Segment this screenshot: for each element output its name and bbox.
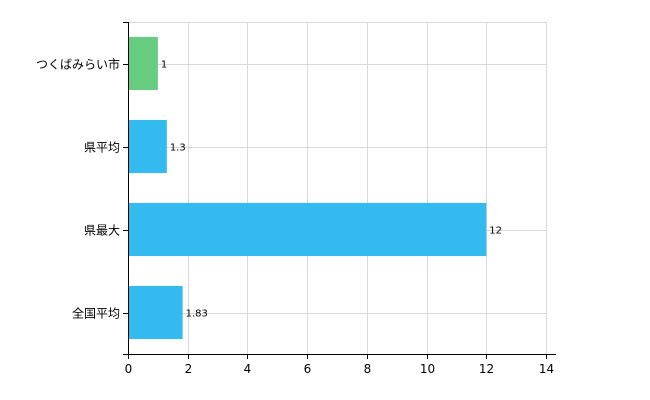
- bar: [128, 285, 183, 340]
- category-label: つくばみらい市: [36, 57, 120, 72]
- x-tick-label: 8: [364, 362, 372, 376]
- x-tick-label: 4: [244, 362, 252, 376]
- category-label: 全国平均: [72, 306, 120, 321]
- grid-layer: [128, 22, 547, 354]
- category-label: 県最大: [84, 224, 120, 238]
- bar-value-label: 12: [489, 226, 502, 237]
- bar-value-label: 1: [161, 60, 167, 71]
- x-tick-label: 14: [539, 362, 554, 376]
- x-tick-label: 6: [304, 362, 312, 376]
- category-label: 県平均: [84, 141, 120, 155]
- x-tick-label: 0: [125, 362, 133, 376]
- x-tick-label: 10: [420, 362, 435, 376]
- bar: [128, 36, 158, 91]
- bar-value-label: 1.3: [170, 143, 186, 154]
- axis-layer: [123, 22, 556, 359]
- bar-value-label: 1.83: [186, 309, 208, 320]
- bar: [128, 202, 487, 257]
- x-tick-label: 2: [185, 362, 193, 376]
- bar: [128, 119, 167, 174]
- bar-layer: [128, 36, 487, 340]
- x-tick-label: 12: [479, 362, 494, 376]
